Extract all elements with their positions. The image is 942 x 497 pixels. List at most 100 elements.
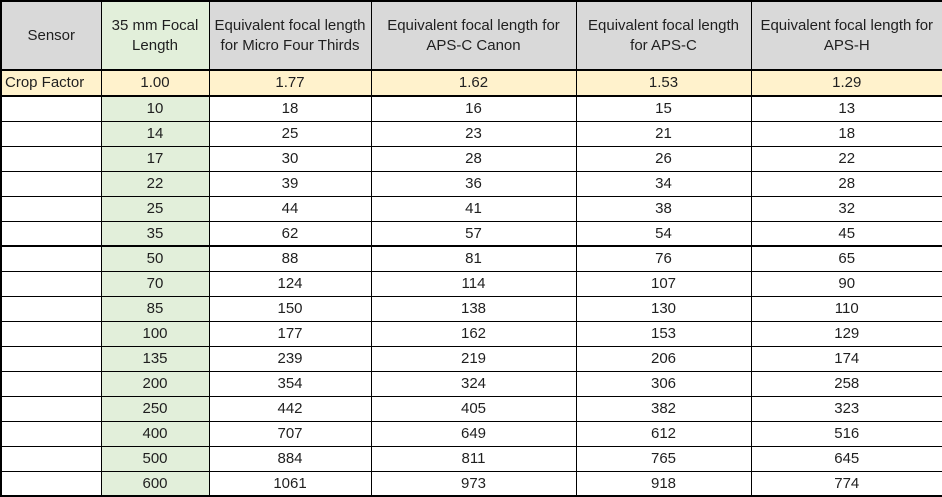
equivalent-value-cell[interactable]: 15 [575, 95, 752, 122]
equivalent-value-cell[interactable]: 13 [750, 95, 942, 122]
equivalent-value-cell[interactable]: 38 [575, 195, 752, 222]
equivalent-value-cell[interactable]: 239 [208, 345, 372, 372]
header-aps-c[interactable]: Equivalent focal length for APS-C [575, 0, 752, 71]
equivalent-value-cell[interactable]: 162 [370, 320, 577, 347]
sensor-cell-empty[interactable] [0, 345, 102, 372]
equivalent-value-cell[interactable]: 612 [575, 420, 752, 447]
equivalent-value-cell[interactable]: 23 [370, 120, 577, 147]
crop-factor-value-aps-h[interactable]: 1.29 [750, 69, 942, 97]
equivalent-value-cell[interactable]: 918 [575, 470, 752, 497]
equivalent-value-cell[interactable]: 177 [208, 320, 372, 347]
equivalent-value-cell[interactable]: 16 [370, 95, 577, 122]
equivalent-value-cell[interactable]: 107 [575, 270, 752, 297]
focal-length-cell[interactable]: 14 [100, 120, 210, 147]
equivalent-value-cell[interactable]: 21 [575, 120, 752, 147]
equivalent-value-cell[interactable]: 1061 [208, 470, 372, 497]
header-sensor[interactable]: Sensor [0, 0, 102, 71]
focal-length-cell[interactable]: 25 [100, 195, 210, 222]
equivalent-value-cell[interactable]: 884 [208, 445, 372, 472]
equivalent-value-cell[interactable]: 138 [370, 295, 577, 322]
equivalent-value-cell[interactable]: 76 [575, 245, 752, 272]
equivalent-value-cell[interactable]: 130 [575, 295, 752, 322]
sensor-cell-empty[interactable] [0, 145, 102, 172]
equivalent-value-cell[interactable]: 44 [208, 195, 372, 222]
equivalent-value-cell[interactable]: 28 [370, 145, 577, 172]
crop-factor-value-aps-c-canon[interactable]: 1.62 [370, 69, 577, 97]
equivalent-value-cell[interactable]: 442 [208, 395, 372, 422]
equivalent-value-cell[interactable]: 219 [370, 345, 577, 372]
equivalent-value-cell[interactable]: 324 [370, 370, 577, 397]
equivalent-value-cell[interactable]: 973 [370, 470, 577, 497]
equivalent-value-cell[interactable]: 81 [370, 245, 577, 272]
focal-length-cell[interactable]: 500 [100, 445, 210, 472]
equivalent-value-cell[interactable]: 18 [750, 120, 942, 147]
equivalent-value-cell[interactable]: 765 [575, 445, 752, 472]
equivalent-value-cell[interactable]: 405 [370, 395, 577, 422]
sensor-cell-empty[interactable] [0, 445, 102, 472]
equivalent-value-cell[interactable]: 28 [750, 170, 942, 197]
header-micro-four-thirds[interactable]: Equivalent focal length for Micro Four T… [208, 0, 372, 71]
equivalent-value-cell[interactable]: 811 [370, 445, 577, 472]
equivalent-value-cell[interactable]: 22 [750, 145, 942, 172]
sensor-cell-empty[interactable] [0, 420, 102, 447]
header-35mm-focal-length[interactable]: 35 mm Focal Length [100, 0, 210, 71]
crop-factor-value-mft[interactable]: 1.77 [208, 69, 372, 97]
header-aps-c-canon[interactable]: Equivalent focal length for APS-C Canon [370, 0, 577, 71]
focal-length-cell[interactable]: 50 [100, 245, 210, 272]
focal-length-cell[interactable]: 85 [100, 295, 210, 322]
equivalent-value-cell[interactable]: 45 [750, 220, 942, 247]
equivalent-value-cell[interactable]: 57 [370, 220, 577, 247]
sensor-cell-empty[interactable] [0, 320, 102, 347]
equivalent-value-cell[interactable]: 62 [208, 220, 372, 247]
equivalent-value-cell[interactable]: 30 [208, 145, 372, 172]
sensor-cell-empty[interactable] [0, 270, 102, 297]
equivalent-value-cell[interactable]: 354 [208, 370, 372, 397]
focal-length-cell[interactable]: 400 [100, 420, 210, 447]
crop-factor-label[interactable]: Crop Factor [0, 69, 102, 97]
equivalent-value-cell[interactable]: 26 [575, 145, 752, 172]
equivalent-value-cell[interactable]: 88 [208, 245, 372, 272]
equivalent-value-cell[interactable]: 774 [750, 470, 942, 497]
crop-factor-value-35mm[interactable]: 1.00 [100, 69, 210, 97]
focal-length-cell[interactable]: 600 [100, 470, 210, 497]
header-aps-h[interactable]: Equivalent focal length for APS-H [750, 0, 942, 71]
equivalent-value-cell[interactable]: 306 [575, 370, 752, 397]
sensor-cell-empty[interactable] [0, 370, 102, 397]
equivalent-value-cell[interactable]: 39 [208, 170, 372, 197]
equivalent-value-cell[interactable]: 174 [750, 345, 942, 372]
equivalent-value-cell[interactable]: 382 [575, 395, 752, 422]
focal-length-cell[interactable]: 250 [100, 395, 210, 422]
sensor-cell-empty[interactable] [0, 170, 102, 197]
equivalent-value-cell[interactable]: 645 [750, 445, 942, 472]
equivalent-value-cell[interactable]: 90 [750, 270, 942, 297]
sensor-cell-empty[interactable] [0, 470, 102, 497]
sensor-cell-empty[interactable] [0, 195, 102, 222]
equivalent-value-cell[interactable]: 110 [750, 295, 942, 322]
equivalent-value-cell[interactable]: 41 [370, 195, 577, 222]
equivalent-value-cell[interactable]: 649 [370, 420, 577, 447]
sensor-cell-empty[interactable] [0, 245, 102, 272]
focal-length-cell[interactable]: 100 [100, 320, 210, 347]
crop-factor-value-aps-c[interactable]: 1.53 [575, 69, 752, 97]
equivalent-value-cell[interactable]: 25 [208, 120, 372, 147]
equivalent-value-cell[interactable]: 54 [575, 220, 752, 247]
focal-length-cell[interactable]: 22 [100, 170, 210, 197]
equivalent-value-cell[interactable]: 65 [750, 245, 942, 272]
focal-length-cell[interactable]: 200 [100, 370, 210, 397]
equivalent-value-cell[interactable]: 516 [750, 420, 942, 447]
focal-length-cell[interactable]: 35 [100, 220, 210, 247]
equivalent-value-cell[interactable]: 707 [208, 420, 372, 447]
equivalent-value-cell[interactable]: 129 [750, 320, 942, 347]
sensor-cell-empty[interactable] [0, 120, 102, 147]
sensor-cell-empty[interactable] [0, 395, 102, 422]
equivalent-value-cell[interactable]: 114 [370, 270, 577, 297]
sensor-cell-empty[interactable] [0, 220, 102, 247]
equivalent-value-cell[interactable]: 153 [575, 320, 752, 347]
equivalent-value-cell[interactable]: 206 [575, 345, 752, 372]
focal-length-cell[interactable]: 70 [100, 270, 210, 297]
sensor-cell-empty[interactable] [0, 95, 102, 122]
focal-length-cell[interactable]: 10 [100, 95, 210, 122]
equivalent-value-cell[interactable]: 323 [750, 395, 942, 422]
equivalent-value-cell[interactable]: 124 [208, 270, 372, 297]
equivalent-value-cell[interactable]: 34 [575, 170, 752, 197]
